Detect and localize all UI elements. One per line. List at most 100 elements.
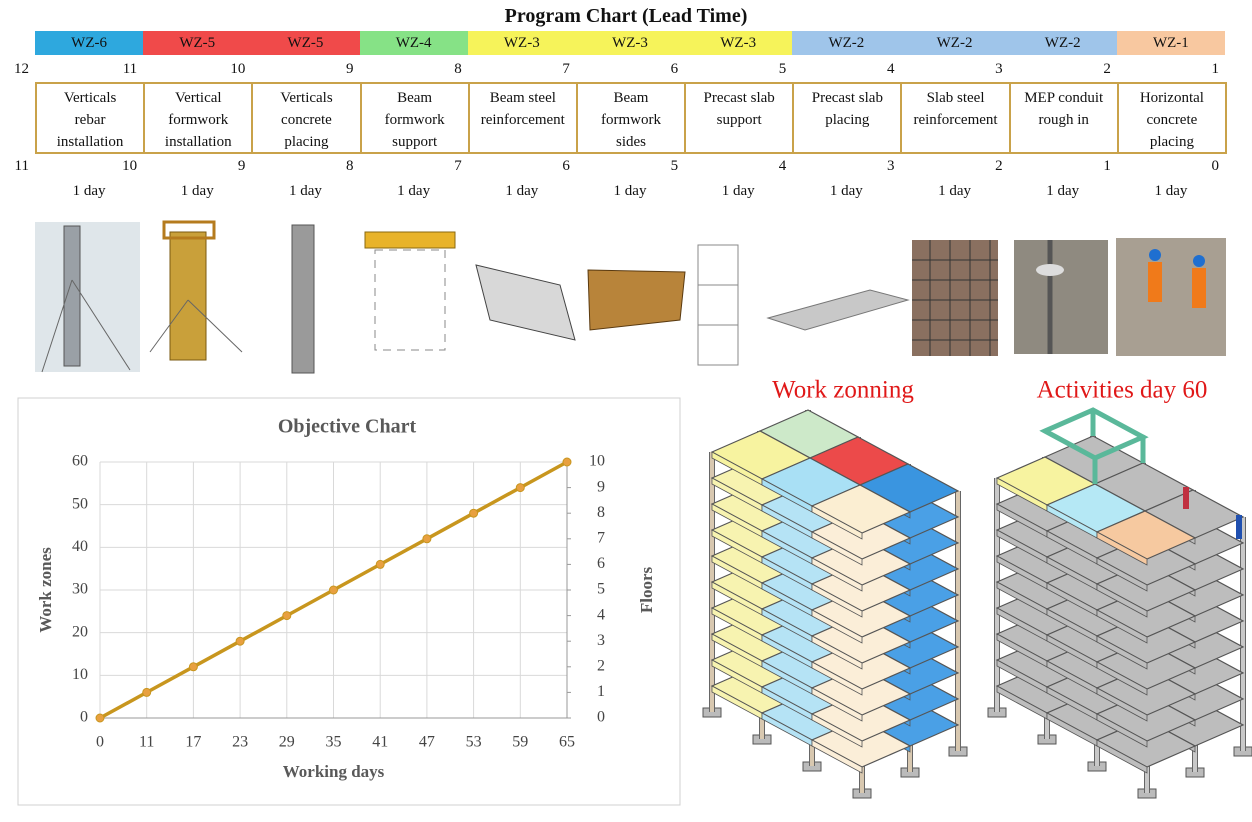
activity-box: Slab steel reinforcement bbox=[900, 82, 1011, 154]
y-tick-label: 20 bbox=[72, 623, 88, 640]
start-day: 1 bbox=[1211, 61, 1220, 77]
slab-edge bbox=[811, 713, 863, 748]
start-day: 10 bbox=[230, 61, 246, 77]
finish-day: 11 bbox=[14, 158, 29, 174]
duration: 1 day bbox=[1154, 183, 1188, 199]
zone-cell: WZ-2 bbox=[1008, 31, 1117, 55]
finish-day: 4 bbox=[778, 158, 787, 174]
y-tick-label: 60 bbox=[72, 453, 88, 470]
slab-edge bbox=[811, 557, 863, 592]
start-day: 8 bbox=[454, 61, 462, 77]
y2-tick-label: 10 bbox=[589, 453, 605, 470]
x-tick-label: 17 bbox=[185, 734, 201, 751]
marker bbox=[142, 687, 152, 697]
precast-slab bbox=[766, 289, 910, 331]
duration: 1 day bbox=[721, 183, 755, 199]
x-tick-label: 23 bbox=[232, 734, 248, 751]
slab-edge bbox=[1096, 583, 1148, 618]
y-tick-label: 30 bbox=[72, 581, 88, 598]
slab-edge bbox=[811, 661, 863, 696]
slab-edge bbox=[1096, 661, 1148, 696]
y2-axis-title: Floors bbox=[637, 566, 656, 613]
column bbox=[291, 224, 315, 374]
x-tick-label: 41 bbox=[372, 734, 388, 751]
duration: 1 day bbox=[829, 183, 863, 199]
beam-form bbox=[364, 231, 456, 249]
photo-bg bbox=[35, 222, 140, 372]
illustrations bbox=[35, 220, 1226, 374]
x-tick-label: 53 bbox=[466, 734, 482, 751]
marker bbox=[95, 713, 105, 723]
y2-tick-label: 8 bbox=[597, 504, 605, 521]
start-day: 7 bbox=[562, 61, 570, 77]
chart-frame bbox=[17, 397, 681, 806]
platform bbox=[162, 220, 216, 240]
y2-tick-label: 5 bbox=[597, 581, 605, 598]
junction bbox=[1036, 264, 1064, 276]
y2-tick-label: 1 bbox=[597, 683, 605, 700]
finish-day: 1 bbox=[1103, 158, 1111, 174]
y-tick-label: 10 bbox=[72, 666, 88, 683]
marker bbox=[329, 585, 338, 595]
start-day: 9 bbox=[346, 61, 354, 77]
x-tick-label: 29 bbox=[279, 734, 295, 751]
slab-edge bbox=[811, 687, 863, 722]
marker bbox=[375, 559, 385, 569]
helmet bbox=[1149, 249, 1161, 261]
y2-tick-label: 3 bbox=[597, 632, 605, 649]
finish-day: 9 bbox=[237, 158, 246, 174]
slab-edge bbox=[1096, 687, 1148, 722]
slab-edge bbox=[811, 531, 863, 566]
slab-edge bbox=[1096, 713, 1148, 748]
x-tick-label: 47 bbox=[419, 734, 435, 751]
concrete-photo bbox=[1116, 238, 1226, 356]
y-tick-label: 40 bbox=[72, 538, 88, 555]
start-day: 5 bbox=[778, 61, 787, 77]
beam-sides bbox=[587, 269, 686, 331]
start-day: 2 bbox=[1103, 61, 1111, 77]
slab-edge bbox=[1096, 531, 1148, 566]
finish-day: 3 bbox=[886, 158, 895, 174]
finish-day: 0 bbox=[1211, 158, 1220, 174]
start-day: 12 bbox=[14, 61, 29, 77]
zone-cell: WZ-2 bbox=[792, 31, 901, 55]
y-tick-label: 50 bbox=[72, 495, 88, 512]
activity-box: Precast slab placing bbox=[792, 82, 903, 154]
slab-edge bbox=[811, 739, 863, 774]
duration: 1 day bbox=[288, 183, 322, 199]
program-title: Program Chart (Lead Time) bbox=[504, 5, 748, 27]
marker bbox=[422, 534, 432, 544]
rebar-grid bbox=[912, 240, 998, 356]
marker bbox=[562, 457, 572, 467]
slab-edge bbox=[1096, 739, 1148, 774]
brace bbox=[41, 279, 73, 373]
brace bbox=[149, 299, 189, 353]
y-tick-label: 0 bbox=[80, 709, 88, 726]
x-tick-label: 65 bbox=[559, 734, 575, 751]
marker bbox=[235, 636, 245, 646]
beam-cage bbox=[475, 264, 576, 341]
brace bbox=[187, 299, 243, 353]
duration: 1 day bbox=[180, 183, 214, 199]
duration: 1 day bbox=[505, 183, 539, 199]
y2-tick-label: 6 bbox=[597, 555, 605, 572]
zone-cell: WZ-3 bbox=[575, 31, 685, 55]
activity-box: Verticals concrete placing bbox=[251, 82, 362, 154]
zone-cell: WZ-6 bbox=[35, 31, 144, 55]
start-day: 3 bbox=[995, 61, 1003, 77]
x-axis-title: Working days bbox=[283, 762, 385, 781]
slab-edge bbox=[1096, 609, 1148, 644]
y-axis-title: Work zones bbox=[36, 547, 55, 633]
worker bbox=[1192, 268, 1206, 308]
duration: 1 day bbox=[613, 183, 647, 199]
y2-tick-label: 4 bbox=[597, 606, 605, 623]
zone-cell: WZ-1 bbox=[1116, 31, 1225, 55]
slab-edge bbox=[1096, 635, 1148, 670]
y2-tick-label: 7 bbox=[597, 529, 605, 546]
x-tick-label: 59 bbox=[512, 734, 528, 751]
finish-day: 8 bbox=[346, 158, 354, 174]
start-day: 11 bbox=[122, 61, 138, 77]
duration: 1 day bbox=[72, 183, 106, 199]
finish-day: 10 bbox=[122, 158, 138, 174]
